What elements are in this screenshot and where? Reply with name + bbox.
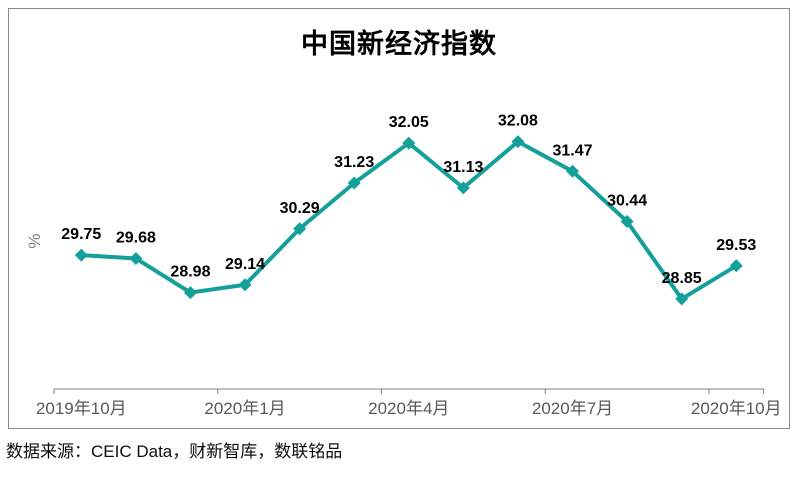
chart-frame [8,8,790,429]
data-point-label: 31.13 [443,159,483,176]
data-point-marker [566,164,580,178]
data-point-marker [293,222,307,236]
data-point-marker [675,292,689,306]
data-point-marker [729,259,743,273]
data-point-marker [183,286,197,300]
data-point-label: 31.47 [552,142,592,159]
data-point-marker [511,135,525,149]
data-point-label: 32.05 [389,114,429,131]
data-point-label: 31.23 [334,154,374,171]
x-axis-tick-label: 2020年10月 [691,399,782,418]
data-point-marker [402,136,416,150]
source-note: 数据来源：CEIC Data，财新智库，数联铭品 [6,442,343,461]
data-point-label: 30.29 [280,200,320,217]
data-point-marker [347,176,361,190]
data-point-marker [129,251,143,265]
chart-title: 中国新经济指数 [301,29,497,59]
data-point-label: 29.14 [225,256,265,273]
data-point-label: 29.68 [116,229,156,246]
data-point-label: 29.53 [716,237,756,254]
data-point-label: 32.08 [498,113,538,130]
data-point-marker [238,278,252,292]
data-point-label: 28.85 [662,270,702,287]
x-axis-tick-label: 2020年1月 [204,399,285,418]
x-axis-tick-label: 2019年10月 [36,399,127,418]
data-point-label: 30.44 [607,192,647,209]
x-axis-tick-label: 2020年7月 [532,399,613,418]
data-point-marker [620,214,634,228]
data-point-marker [74,248,88,262]
data-point-label: 29.75 [61,226,101,243]
data-point-label: 28.98 [170,264,210,281]
x-axis-tick-label: 2020年4月 [368,399,449,418]
data-point-marker [456,181,470,195]
